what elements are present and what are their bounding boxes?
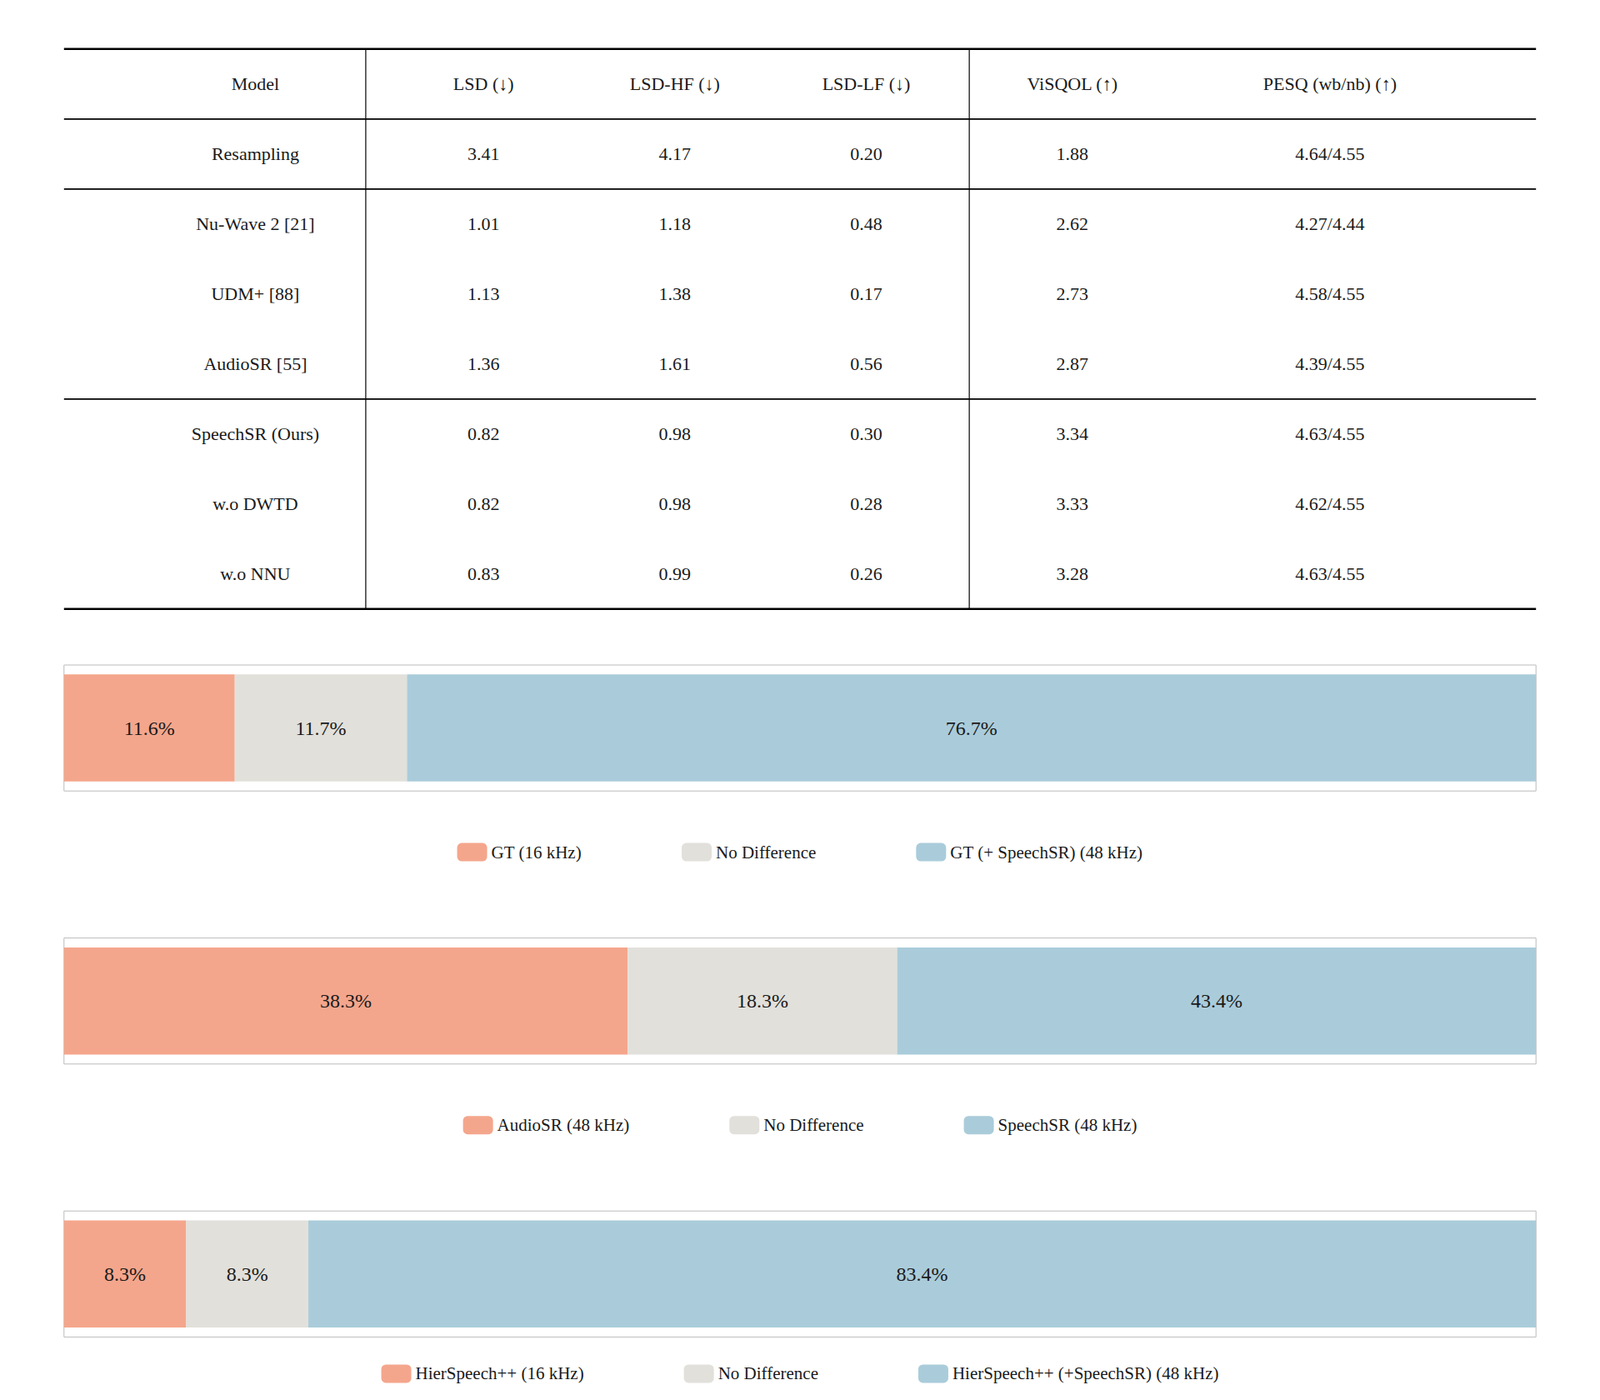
svg-text:LSD-LF (↓): LSD-LF (↓) <box>822 73 911 95</box>
svg-text:83.4%: 83.4% <box>896 1263 949 1285</box>
svg-text:2.87: 2.87 <box>1056 353 1090 375</box>
svg-text:4.63/4.55: 4.63/4.55 <box>1295 563 1365 585</box>
svg-text:0.83: 0.83 <box>467 563 500 585</box>
svg-text:0.82: 0.82 <box>467 423 500 445</box>
svg-text:0.30: 0.30 <box>850 423 883 445</box>
svg-text:0.48: 0.48 <box>850 213 883 235</box>
svg-text:76.7%: 76.7% <box>945 717 998 740</box>
svg-text:0.98: 0.98 <box>659 423 692 445</box>
svg-text:2.62: 2.62 <box>1056 213 1090 235</box>
svg-text:SpeechSR (48 kHz): SpeechSR (48 kHz) <box>998 1115 1138 1135</box>
svg-text:1.01: 1.01 <box>467 213 500 235</box>
svg-text:2.73: 2.73 <box>1056 283 1090 305</box>
svg-text:Model: Model <box>231 73 280 95</box>
svg-text:AudioSR (48 kHz): AudioSR (48 kHz) <box>497 1115 630 1135</box>
svg-text:UDM+ [88]: UDM+ [88] <box>210 283 300 305</box>
svg-text:Resampling: Resampling <box>211 143 300 165</box>
svg-text:43.4%: 43.4% <box>1190 990 1243 1012</box>
svg-text:No Difference: No Difference <box>763 1115 864 1135</box>
svg-text:4.39/4.55: 4.39/4.55 <box>1295 353 1365 375</box>
svg-text:No Difference: No Difference <box>715 842 816 863</box>
svg-text:0.99: 0.99 <box>659 563 692 585</box>
svg-text:8.3%: 8.3% <box>104 1263 146 1285</box>
svg-text:3.34: 3.34 <box>1056 423 1090 445</box>
svg-text:0.98: 0.98 <box>659 493 692 515</box>
svg-text:w.o DWTD: w.o DWTD <box>212 493 298 515</box>
svg-text:Nu-Wave 2 [21]: Nu-Wave 2 [21] <box>195 213 315 235</box>
svg-text:No Difference: No Difference <box>718 1363 819 1384</box>
svg-text:0.17: 0.17 <box>850 283 883 305</box>
svg-text:4.58/4.55: 4.58/4.55 <box>1295 283 1365 305</box>
svg-text:ViSQOL (↑): ViSQOL (↑) <box>1027 73 1118 95</box>
svg-text:HierSpeech++ (+SpeechSR) (48 k: HierSpeech++ (+SpeechSR) (48 kHz) <box>952 1363 1220 1384</box>
svg-text:w.o NNU: w.o NNU <box>220 563 290 585</box>
svg-text:11.7%: 11.7% <box>295 717 346 740</box>
svg-text:3.33: 3.33 <box>1056 493 1090 515</box>
svg-text:0.28: 0.28 <box>850 493 883 515</box>
svg-text:0.20: 0.20 <box>850 143 883 165</box>
svg-text:LSD (↓): LSD (↓) <box>453 73 515 95</box>
svg-text:1.61: 1.61 <box>659 353 692 375</box>
svg-text:HierSpeech++ (16 kHz): HierSpeech++ (16 kHz) <box>415 1363 585 1384</box>
svg-text:LSD-HF (↓): LSD-HF (↓) <box>630 73 720 95</box>
svg-text:4.63/4.55: 4.63/4.55 <box>1295 423 1365 445</box>
svg-text:4.64/4.55: 4.64/4.55 <box>1295 143 1365 165</box>
svg-text:GT (16 kHz): GT (16 kHz) <box>491 842 582 863</box>
svg-text:8.3%: 8.3% <box>226 1263 269 1285</box>
svg-text:AudioSR [55]: AudioSR [55] <box>203 353 307 375</box>
svg-text:38.3%: 38.3% <box>320 990 372 1012</box>
svg-text:0.82: 0.82 <box>467 493 500 515</box>
svg-text:0.56: 0.56 <box>850 353 883 375</box>
svg-text:1.88: 1.88 <box>1056 143 1090 165</box>
svg-text:1.13: 1.13 <box>467 283 500 305</box>
svg-text:4.17: 4.17 <box>659 143 692 165</box>
svg-text:0.26: 0.26 <box>850 563 883 585</box>
svg-text:4.62/4.55: 4.62/4.55 <box>1295 493 1365 515</box>
svg-text:18.3%: 18.3% <box>736 990 789 1012</box>
svg-text:GT (+ SpeechSR) (48 kHz): GT (+ SpeechSR) (48 kHz) <box>950 842 1143 863</box>
svg-text:1.18: 1.18 <box>659 213 692 235</box>
svg-text:1.36: 1.36 <box>467 353 500 375</box>
svg-text:3.28: 3.28 <box>1056 563 1090 585</box>
svg-text:4.27/4.44: 4.27/4.44 <box>1295 213 1365 235</box>
svg-text:SpeechSR (Ours): SpeechSR (Ours) <box>191 423 320 445</box>
svg-text:1.38: 1.38 <box>659 283 692 305</box>
svg-text:11.6%: 11.6% <box>124 717 175 740</box>
svg-text:3.41: 3.41 <box>467 143 500 165</box>
svg-text:PESQ (wb/nb) (↑): PESQ (wb/nb) (↑) <box>1263 73 1397 95</box>
